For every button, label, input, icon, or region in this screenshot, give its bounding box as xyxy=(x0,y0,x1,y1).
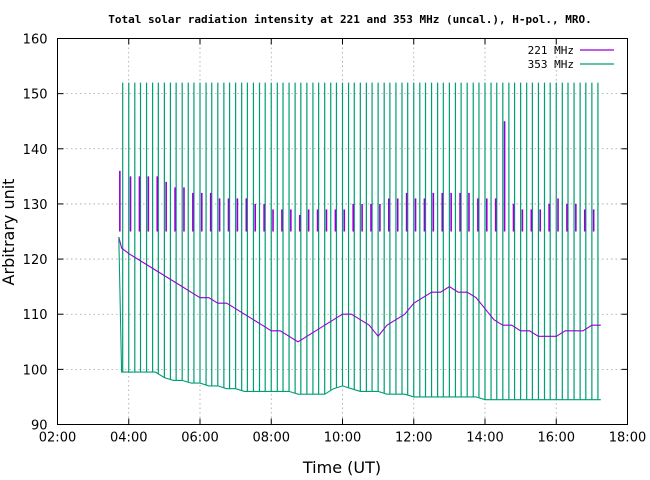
x-axis-label: Time (UT) xyxy=(302,458,381,477)
legend-label-221: 221 MHz xyxy=(528,44,574,57)
x-tick-label: 18:00 xyxy=(609,431,646,446)
y-axis-label: Arbitrary unit xyxy=(0,179,18,286)
y-tick-label: 140 xyxy=(23,143,48,158)
x-tick-label: 10:00 xyxy=(324,431,361,446)
y-tick-label: 160 xyxy=(23,33,48,48)
x-tick-label: 02:00 xyxy=(39,431,76,446)
y-tick-label: 130 xyxy=(23,198,48,213)
legend-label-353: 353 MHz xyxy=(528,58,574,71)
series-line-353-mhz xyxy=(118,236,601,401)
x-tick-label: 12:00 xyxy=(395,431,432,446)
y-tick-label: 110 xyxy=(23,308,48,323)
x-tick-label: 08:00 xyxy=(253,431,290,446)
chart-title: Total solar radiation intensity at 221 a… xyxy=(108,13,591,26)
y-tick-label: 100 xyxy=(23,363,48,378)
x-tick-label: 04:00 xyxy=(110,431,147,446)
x-tick-label: 16:00 xyxy=(538,431,575,446)
y-tick-label: 120 xyxy=(23,253,48,268)
y-tick-label: 90 xyxy=(31,419,48,434)
series-lines xyxy=(118,236,601,401)
x-tick-label: 06:00 xyxy=(181,431,218,446)
y-tick-label: 150 xyxy=(23,88,48,103)
x-tick-label: 14:00 xyxy=(466,431,503,446)
calibration-pulses xyxy=(119,82,599,400)
legend: 221 MHz 353 MHz xyxy=(528,44,614,71)
series-line-221-mhz xyxy=(118,236,601,343)
axis-ticks: 02:00 04:00 06:00 08:00 10:00 12:00 14:00 16:00… xyxy=(23,33,647,446)
